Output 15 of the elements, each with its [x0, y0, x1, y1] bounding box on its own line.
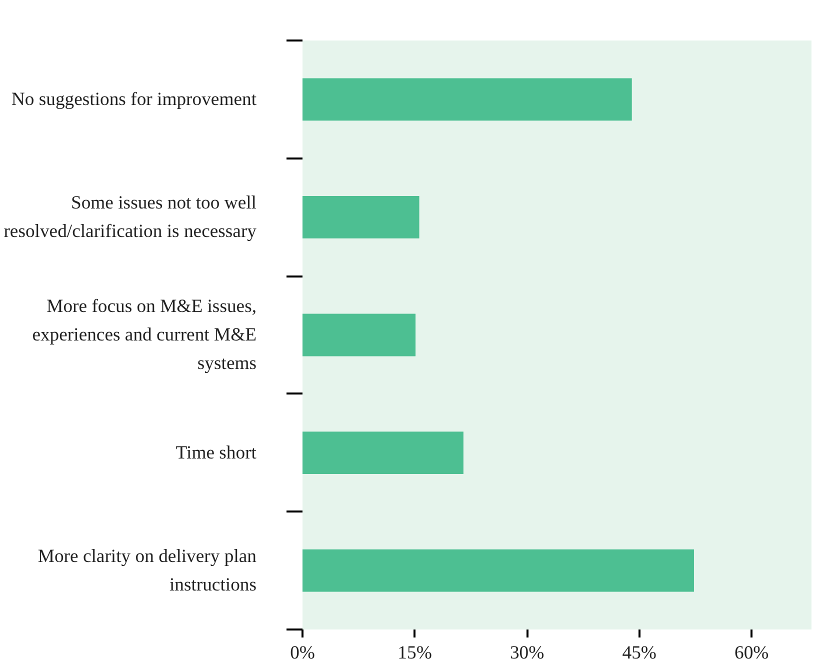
y-tick-label: No suggestions for improvement — [11, 88, 258, 110]
x-tick-label: 15% — [398, 642, 432, 664]
bar — [302, 432, 464, 474]
x-tick-label: 30% — [510, 642, 544, 664]
x-tick-label: 0% — [290, 642, 315, 664]
x-tick-label: 60% — [734, 642, 769, 664]
bar — [302, 196, 420, 238]
bar — [302, 314, 416, 356]
y-tick-label: Time short — [176, 442, 258, 464]
y-tick-label: Some issues not too well resolved/clarification is necessary — [4, 192, 258, 242]
y-tick-label: More focus on M&E issues, experiences and current M&E systems — [32, 296, 257, 374]
y-tick-label: More clarity on delivery plan instructions — [38, 546, 258, 596]
bar — [302, 78, 632, 121]
x-tick-label: 45% — [622, 642, 656, 664]
bar — [302, 549, 694, 592]
